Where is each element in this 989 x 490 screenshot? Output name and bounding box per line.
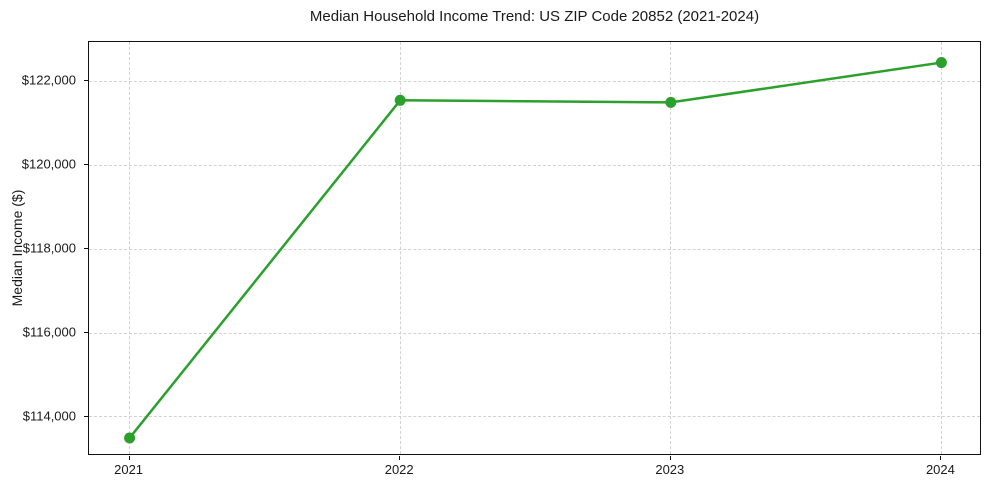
line-series [124,57,947,444]
x-gridline [670,42,672,454]
y-tick-mark [84,332,88,334]
data-point-marker [394,94,406,106]
y-tick-mark [84,80,88,82]
y-gridline [89,416,980,418]
y-tick-label: $114,000 [22,408,76,424]
x-gridline [399,42,401,454]
y-tick-mark [84,415,88,417]
data-point-marker [935,57,947,69]
plot-area [88,41,981,455]
x-tick-label: 2021 [114,462,144,477]
y-tick-label: $116,000 [22,324,76,340]
y-tick-mark [84,164,88,166]
x-tick-mark [669,456,671,460]
x-tick-mark [128,456,130,460]
data-point-marker [665,96,677,108]
y-gridline [89,248,980,250]
x-tick-label: 2024 [925,462,955,477]
x-gridline [940,42,942,454]
x-tick-mark [399,456,401,460]
y-gridline [89,164,980,166]
y-tick-label: $122,000 [21,72,76,88]
y-tick-mark [84,248,88,250]
y-tick-label: $120,000 [21,156,76,172]
trend-line [128,61,943,440]
chart-title: Median Household Income Trend: US ZIP Co… [309,8,760,25]
data-point-marker [124,432,136,444]
x-tick-mark [940,456,942,460]
y-gridline [89,332,980,334]
x-gridline [129,42,131,454]
y-gridline [89,80,980,82]
y-tick-label: $118,000 [22,240,76,256]
x-tick-label: 2022 [384,462,414,477]
x-tick-label: 2023 [655,462,685,477]
